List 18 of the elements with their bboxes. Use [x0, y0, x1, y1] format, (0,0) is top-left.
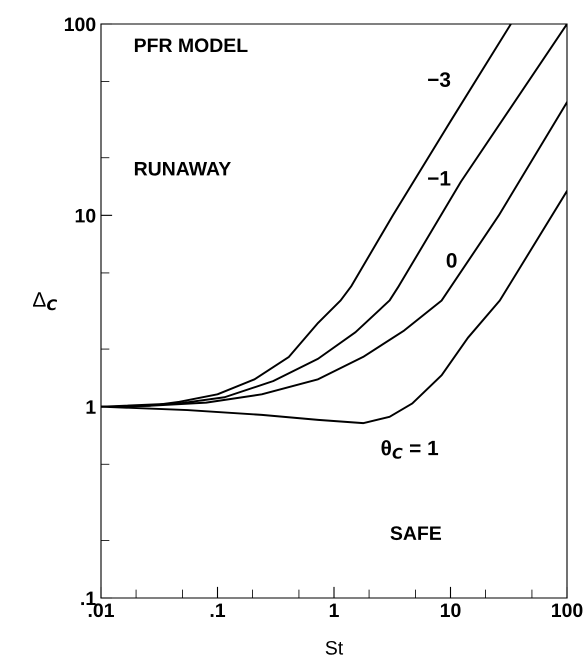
y-axis-title: Δ$_{C}$ — [32, 292, 58, 310]
annotation: RUNAWAY — [134, 162, 231, 176]
x-tick-label: .1 — [210, 604, 226, 617]
annotation: PFR MODEL — [134, 38, 248, 52]
series-label: θ$_{C}$ = 1 — [382, 440, 438, 459]
annotation: SAFE — [390, 526, 442, 540]
x-tick-label: 10 — [440, 603, 461, 618]
x-axis-title: St — [326, 640, 344, 655]
series-label: 0 — [446, 253, 457, 268]
x-tick-label: 100 — [552, 603, 582, 618]
y-tick-label: 1 — [86, 400, 96, 414]
y-tick-label: 100 — [64, 17, 96, 32]
y-tick-label: 10 — [76, 208, 96, 223]
x-tick-label: 1 — [330, 604, 339, 617]
x-tick-label: .01 — [88, 603, 114, 618]
series-label: −3 — [428, 72, 450, 88]
y-tick-label: .1 — [81, 592, 96, 606]
series-label: −1 — [428, 171, 450, 186]
